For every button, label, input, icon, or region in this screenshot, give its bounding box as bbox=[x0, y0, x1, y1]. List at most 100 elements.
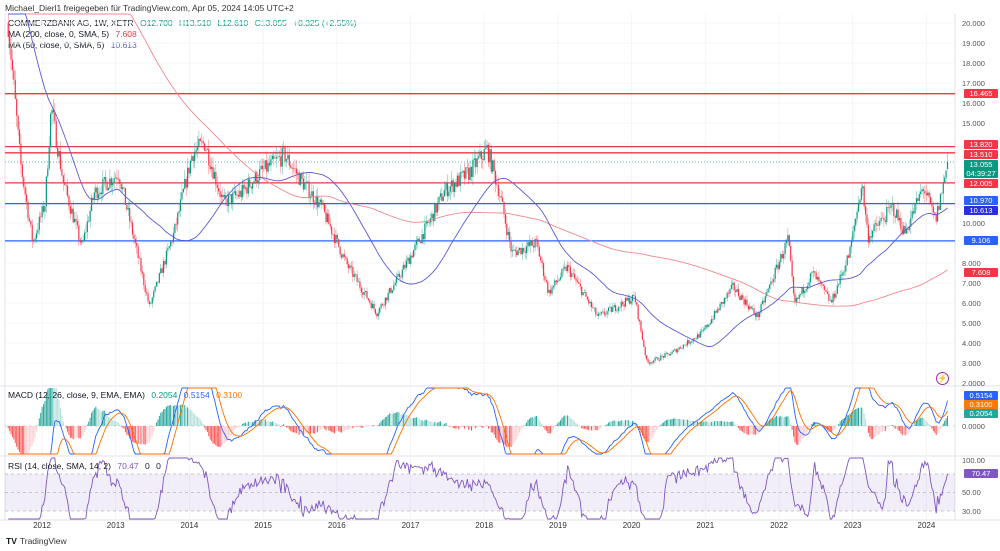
candle-body bbox=[35, 233, 38, 239]
candle-body bbox=[264, 160, 266, 169]
candle-body bbox=[338, 238, 340, 247]
candle-body bbox=[446, 182, 449, 197]
candle-body bbox=[81, 241, 83, 243]
candle-body bbox=[894, 215, 896, 218]
candle-body bbox=[771, 281, 773, 283]
candle-body bbox=[723, 298, 725, 304]
candle-body bbox=[852, 231, 854, 242]
candle-body bbox=[161, 268, 163, 273]
price-axis-tick: 19.000 bbox=[962, 38, 985, 48]
candle-body bbox=[517, 250, 519, 256]
candle-body bbox=[920, 191, 922, 195]
candle-body bbox=[318, 201, 320, 208]
candle-body bbox=[14, 79, 16, 99]
rsi-legend[interactable]: RSI (14, close, SMA, 14, 2) 70.47 0 0 bbox=[8, 461, 165, 471]
candle-body bbox=[439, 193, 442, 197]
candle-body bbox=[701, 330, 703, 332]
candle-body bbox=[590, 301, 593, 308]
candle-body bbox=[69, 206, 71, 214]
candle-body bbox=[244, 187, 247, 189]
candle-body bbox=[849, 246, 851, 258]
candle-body bbox=[199, 138, 201, 141]
candle-body bbox=[644, 347, 646, 356]
candle-body bbox=[856, 211, 858, 219]
candle-body bbox=[864, 206, 867, 215]
macd-legend[interactable]: MACD (12, 26, close, 9, EMA, EMA) 0.2054… bbox=[8, 390, 246, 400]
candle-body bbox=[62, 175, 64, 183]
candle-body bbox=[795, 298, 797, 303]
candle-body bbox=[335, 234, 337, 244]
candle-body bbox=[541, 260, 543, 264]
candle-body bbox=[780, 254, 782, 262]
candle-body bbox=[72, 208, 74, 223]
candle-body bbox=[881, 217, 884, 219]
candle-body bbox=[151, 297, 153, 304]
candle-body bbox=[357, 281, 360, 283]
candle-body bbox=[195, 149, 197, 152]
candle-body bbox=[324, 203, 326, 212]
candle-body bbox=[381, 304, 384, 306]
candle-body bbox=[908, 226, 910, 230]
candle-body bbox=[308, 181, 310, 199]
candle-body bbox=[418, 238, 420, 242]
candle-body bbox=[497, 185, 499, 197]
candle-body bbox=[27, 201, 29, 219]
candle-body bbox=[150, 303, 152, 304]
candle-body bbox=[596, 314, 598, 316]
candle-body bbox=[364, 291, 367, 293]
candle-body bbox=[203, 143, 206, 151]
candle-body bbox=[93, 192, 95, 200]
candle-body bbox=[905, 228, 908, 234]
candle-body bbox=[766, 292, 768, 297]
candle-body bbox=[227, 195, 230, 207]
candle-body bbox=[583, 292, 586, 293]
candle-body bbox=[730, 284, 732, 289]
candle-body bbox=[934, 212, 936, 215]
candle-body bbox=[835, 293, 837, 298]
candle-body bbox=[363, 292, 365, 295]
candle-body bbox=[174, 223, 176, 234]
candle-body bbox=[942, 182, 944, 194]
candle-body bbox=[525, 246, 528, 253]
candle-body bbox=[816, 276, 819, 280]
candle-body bbox=[921, 189, 923, 192]
tradingview-logo: TV TradingView bbox=[6, 536, 67, 546]
candle-body bbox=[670, 353, 672, 356]
candle-body bbox=[695, 338, 697, 340]
ma200-legend[interactable]: MA (200, close, 0, SMA, 5) 7.608 bbox=[8, 29, 141, 39]
candle-body bbox=[617, 307, 620, 311]
candle-body bbox=[753, 308, 755, 314]
candle-body bbox=[417, 238, 419, 241]
candle-body bbox=[373, 303, 375, 310]
candle-body bbox=[605, 314, 607, 316]
candle-body bbox=[287, 154, 289, 160]
candle-body bbox=[863, 186, 865, 207]
candle-body bbox=[158, 273, 160, 283]
candle-body bbox=[487, 144, 490, 163]
candle-body bbox=[571, 273, 573, 277]
candle-body bbox=[698, 334, 700, 338]
candle-body bbox=[829, 300, 831, 301]
candle-body bbox=[785, 241, 788, 244]
candle-body bbox=[110, 178, 112, 186]
candle-body bbox=[131, 222, 134, 235]
candle-body bbox=[329, 224, 331, 227]
candle-body bbox=[712, 319, 714, 320]
candle-body bbox=[297, 172, 299, 174]
lightning-icon[interactable]: ⚡ bbox=[936, 372, 949, 385]
ma50-price-label: 10.613 bbox=[964, 206, 998, 215]
candle-body bbox=[311, 191, 313, 197]
candle-body bbox=[362, 292, 364, 295]
candle-body bbox=[412, 250, 415, 258]
time-axis-tick: 2021 bbox=[696, 521, 715, 530]
ma50-legend[interactable]: MA (50, close, 0, SMA, 5) 10.613 bbox=[8, 40, 141, 50]
candle-body bbox=[243, 184, 245, 189]
candle-body bbox=[742, 295, 744, 299]
candle-body bbox=[24, 186, 26, 195]
candle-body bbox=[181, 192, 183, 200]
candle-body bbox=[853, 225, 855, 232]
ma200-label: MA (200, close, 0, SMA, 5) bbox=[8, 29, 110, 39]
candle-body bbox=[732, 282, 734, 285]
candle-body bbox=[386, 297, 388, 301]
